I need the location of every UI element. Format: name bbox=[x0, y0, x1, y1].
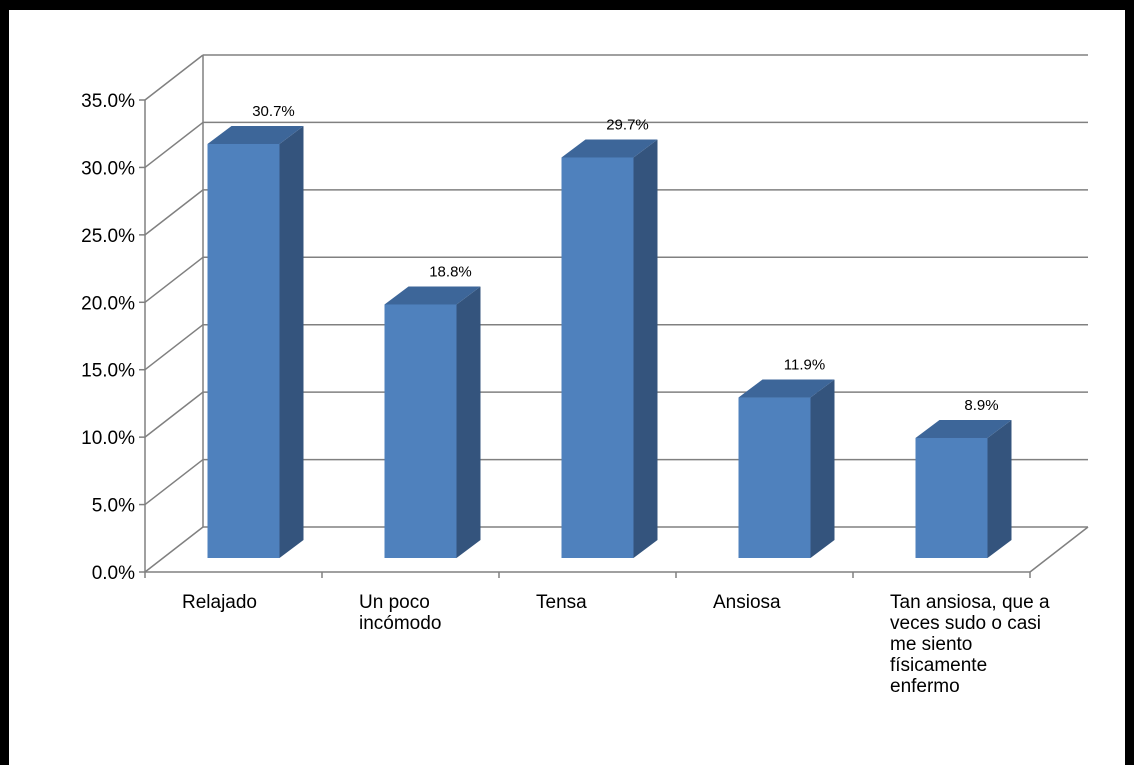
bar-side bbox=[279, 125, 304, 558]
bar-top bbox=[384, 286, 481, 305]
bar-3 bbox=[561, 139, 658, 558]
gridline-diagonal bbox=[144, 54, 204, 101]
bar-top bbox=[561, 139, 658, 158]
gridline-diagonal bbox=[144, 526, 204, 573]
gridline-diagonal bbox=[144, 189, 204, 236]
bar-top bbox=[915, 419, 1012, 438]
data-label: 18.8% bbox=[429, 263, 472, 280]
bar-side bbox=[987, 419, 1012, 558]
bar-front bbox=[207, 143, 280, 558]
gridline-diagonal bbox=[144, 256, 204, 303]
bar-side bbox=[456, 286, 481, 558]
y-tick-label: 10.0% bbox=[81, 428, 135, 449]
bar-front bbox=[738, 397, 811, 558]
bar-top bbox=[738, 379, 835, 398]
bar-front bbox=[915, 437, 988, 558]
data-label: 8.9% bbox=[964, 397, 998, 414]
bar-front bbox=[384, 304, 457, 558]
gridline-diagonal bbox=[144, 121, 204, 169]
category-label: Tan ansiosa, que a veces sudo o casi me … bbox=[890, 592, 1050, 697]
category-label: Un poco incómodo bbox=[359, 592, 442, 634]
y-tick-label: 30.0% bbox=[81, 158, 135, 179]
y-tick-label: 35.0% bbox=[81, 91, 135, 112]
gridline-diagonal bbox=[144, 458, 204, 506]
bar-1 bbox=[207, 125, 304, 558]
bar-front bbox=[561, 157, 634, 558]
bar-side bbox=[810, 379, 835, 558]
category-label: Relajado bbox=[182, 592, 257, 613]
bar-top bbox=[207, 125, 304, 144]
floor-right-edge bbox=[1029, 526, 1089, 573]
y-tick-label: 0.0% bbox=[92, 563, 135, 584]
bar-side bbox=[633, 139, 658, 558]
data-label: 29.7% bbox=[606, 116, 649, 133]
bar-4 bbox=[738, 379, 835, 558]
category-label: Ansiosa bbox=[713, 592, 781, 613]
label-layer: 30.7% 18.8% 29.7% 11.9% 8.9% bbox=[252, 103, 998, 414]
gridline-diagonal bbox=[144, 324, 204, 371]
y-tick-label: 20.0% bbox=[81, 293, 135, 314]
category-label: Tensa bbox=[536, 592, 587, 613]
y-tick-label: 25.0% bbox=[81, 226, 135, 247]
data-label: 11.9% bbox=[784, 357, 825, 374]
bar-layer bbox=[207, 125, 1012, 558]
data-label: 30.7% bbox=[252, 103, 295, 120]
gridline-diagonal bbox=[144, 391, 204, 438]
bar-5 bbox=[915, 419, 1012, 558]
y-tick-label: 15.0% bbox=[81, 361, 135, 382]
bar-2 bbox=[384, 286, 481, 558]
y-tick-label: 5.0% bbox=[92, 496, 135, 517]
